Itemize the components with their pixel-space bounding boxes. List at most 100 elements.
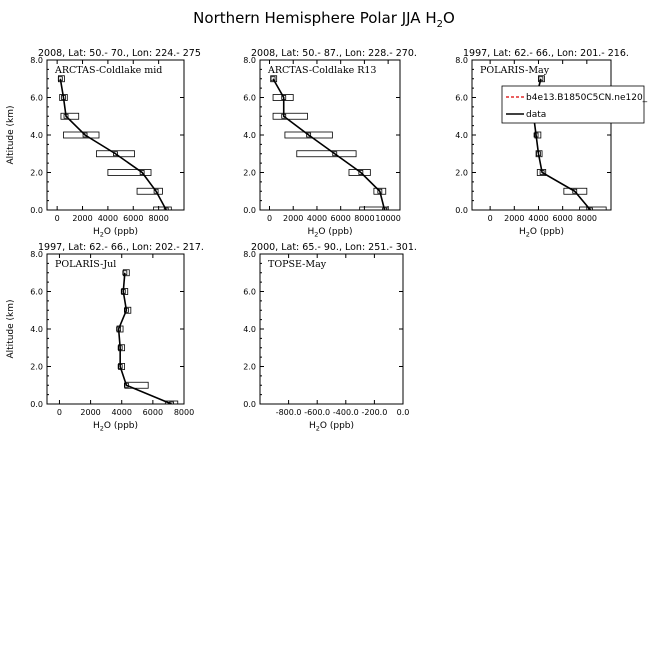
range-box xyxy=(118,344,126,352)
y-tick-label: 6.0 xyxy=(243,94,256,103)
y-tick-label: 0.0 xyxy=(455,206,468,215)
plot-frame xyxy=(46,59,185,211)
y-tick-label: 2.0 xyxy=(455,169,468,178)
y-tick-label: 8.0 xyxy=(243,250,256,259)
y-axis-label: Altitude (km) xyxy=(6,105,16,164)
data-point xyxy=(139,170,145,175)
data-point xyxy=(382,207,387,210)
panel-2: 2008, Lat: 50.- 87., Lon: 228.- 270. ARCT… xyxy=(243,48,417,239)
y-tick-label: 0.0 xyxy=(30,400,43,409)
legend-model-label: b4e13.B1850C5CN.ne120_ xyxy=(526,93,648,103)
y-tick-label: 6.0 xyxy=(455,94,468,103)
legend-data-label: data xyxy=(526,110,546,120)
range-box xyxy=(296,150,357,158)
x-tick-label: 6000 xyxy=(143,408,163,417)
data-point xyxy=(281,95,287,100)
data-profile-line xyxy=(117,272,172,404)
x-tick-label: 0 xyxy=(267,214,272,223)
data-point xyxy=(123,382,129,388)
x-axis-label: H2O (ppb) xyxy=(307,227,352,239)
y-tick-label: 4.0 xyxy=(243,131,256,140)
data-point xyxy=(533,132,539,138)
data-point xyxy=(163,207,169,210)
figure-title: Northern Hemisphere Polar JJA H2O xyxy=(193,9,455,30)
x-axis-label: H2O (ppb) xyxy=(93,421,138,433)
x-tick-label: -600.0 xyxy=(304,408,330,417)
range-box xyxy=(284,131,333,139)
data-point xyxy=(116,326,122,332)
range-box xyxy=(164,400,179,404)
x-tick-label: 2000 xyxy=(504,214,524,223)
range-box xyxy=(124,306,132,314)
y-tick-label: 0.0 xyxy=(243,206,256,215)
panel-header: 2008, Lat: 50.- 87., Lon: 228.- 270. xyxy=(251,48,417,59)
x-tick-label: 4000 xyxy=(307,214,327,223)
y-tick-label: 6.0 xyxy=(30,94,43,103)
panel-label: ARCTAS-Coldlake R13 xyxy=(267,65,376,76)
x-tick-label: 2000 xyxy=(283,214,303,223)
data-point xyxy=(572,188,578,194)
panel-3: 1997, Lat: 62.- 66., Lon: 201.- 216. POLA… xyxy=(455,48,647,239)
plot-frame xyxy=(471,59,612,211)
x-tick-label: 4000 xyxy=(98,214,118,223)
panel-header: 1997, Lat: 62.- 66., Lon: 201.- 216. xyxy=(463,48,629,59)
data-point xyxy=(113,151,118,157)
data-point xyxy=(82,132,88,138)
data-point xyxy=(63,113,69,119)
panel-label: POLARIS-Jul xyxy=(55,259,116,270)
plot-frame xyxy=(259,59,401,211)
panel-label: TOPSE-May xyxy=(268,259,327,270)
y-tick-label: 2.0 xyxy=(243,363,256,372)
range-box xyxy=(563,187,588,195)
panel-header: 2000, Lat: 65.- 90., Lon: 251.- 301. xyxy=(251,242,417,253)
x-tick-label: 8000 xyxy=(354,214,374,223)
range-box xyxy=(63,131,100,139)
range-box xyxy=(60,112,80,120)
range-box xyxy=(348,169,371,176)
y-tick-label: 2.0 xyxy=(243,169,256,178)
range-box xyxy=(96,150,135,158)
y-tick-label: 0.0 xyxy=(30,206,43,215)
panel-label: POLARIS-May xyxy=(480,65,550,76)
data-layer xyxy=(57,75,172,210)
range-box xyxy=(579,206,607,210)
x-tick-label: 8000 xyxy=(577,214,597,223)
data-profile-line xyxy=(272,78,386,210)
data-point xyxy=(123,307,129,313)
data-point xyxy=(57,76,63,82)
x-tick-label: 10000 xyxy=(375,214,400,223)
plot-frame xyxy=(259,253,404,405)
range-box xyxy=(121,288,129,295)
data-point xyxy=(538,76,544,82)
panel-4: 1997, Lat: 62.- 66., Lon: 202.- 217. POLA… xyxy=(6,242,204,433)
x-axis-label: H2O (ppb) xyxy=(309,421,354,433)
data-point xyxy=(588,207,593,210)
data-point xyxy=(332,151,338,157)
y-tick-label: 8.0 xyxy=(30,56,43,65)
x-tick-label: -800.0 xyxy=(276,408,302,417)
data-point xyxy=(169,401,174,404)
x-tick-label: 8000 xyxy=(148,214,168,223)
x-tick-label: 8000 xyxy=(174,408,194,417)
y-tick-label: 8.0 xyxy=(30,250,43,259)
y-tick-label: 2.0 xyxy=(30,363,43,372)
range-box xyxy=(538,75,545,83)
y-tick-label: 4.0 xyxy=(30,325,43,334)
x-tick-label: 0 xyxy=(57,408,62,417)
range-box xyxy=(107,169,152,176)
data-point xyxy=(536,151,541,157)
x-tick-label: 0 xyxy=(55,214,60,223)
y-tick-label: 6.0 xyxy=(30,288,43,297)
plot-frame xyxy=(46,253,185,405)
data-point xyxy=(539,170,545,175)
range-box xyxy=(136,187,163,195)
x-tick-label: 4000 xyxy=(112,408,132,417)
data-point xyxy=(117,364,123,369)
y-tick-label: 8.0 xyxy=(243,56,256,65)
data-point xyxy=(153,188,159,194)
panel-label: ARCTAS-Coldlake mid xyxy=(54,65,162,76)
y-axis-label: Altitude (km) xyxy=(6,299,16,358)
x-tick-label: 2000 xyxy=(72,214,92,223)
x-tick-label: 6000 xyxy=(552,214,572,223)
y-tick-label: 0.0 xyxy=(243,400,256,409)
